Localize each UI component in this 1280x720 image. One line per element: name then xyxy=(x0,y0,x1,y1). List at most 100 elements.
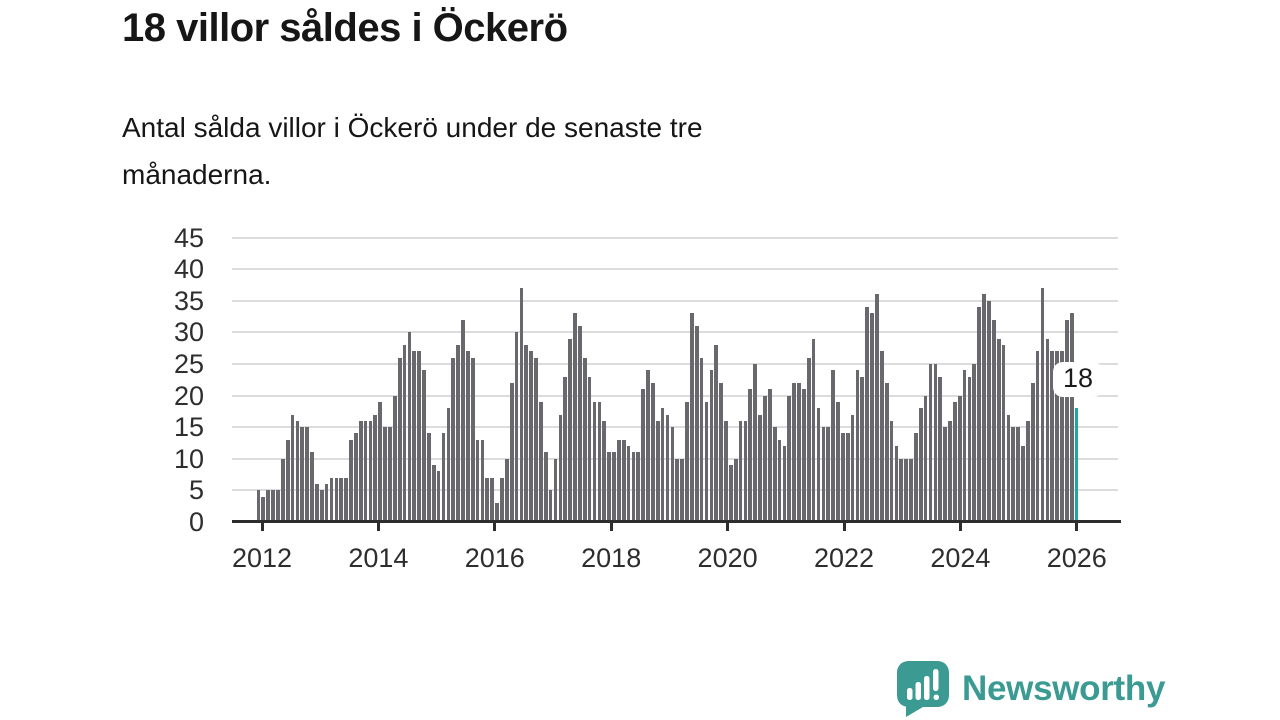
bar xyxy=(602,420,607,522)
bar xyxy=(626,446,631,522)
bar xyxy=(612,452,616,522)
bar xyxy=(285,439,290,522)
y-axis-tick-label: 40 xyxy=(173,254,204,285)
bar xyxy=(1055,351,1059,522)
x-axis-tick xyxy=(842,523,846,531)
x-axis-tick-label: 2018 xyxy=(581,543,642,573)
bar xyxy=(704,401,709,522)
bar xyxy=(607,452,611,522)
y-axis-tick-label: 30 xyxy=(173,317,204,348)
bar xyxy=(373,414,378,522)
bar xyxy=(767,389,772,522)
bar xyxy=(553,458,558,522)
gridline xyxy=(232,236,1118,239)
gridline xyxy=(232,331,1118,334)
newsworthy-logo: Newsworthy xyxy=(896,661,1166,717)
gridline xyxy=(232,457,1118,460)
bar xyxy=(957,395,962,522)
bar xyxy=(943,427,947,522)
bar xyxy=(816,408,821,522)
bar xyxy=(388,427,392,522)
bar xyxy=(480,439,485,522)
bar xyxy=(802,389,806,522)
x-axis-tick-label: 2012 xyxy=(231,543,293,573)
y-axis-tick-label: 35 xyxy=(173,285,204,316)
bar xyxy=(923,395,928,522)
x-axis-tick xyxy=(609,523,613,531)
x-axis-tick-label: 2016 xyxy=(464,543,525,573)
bar xyxy=(587,376,592,522)
gridline xyxy=(232,299,1118,302)
bar xyxy=(733,458,738,522)
bar xyxy=(290,414,295,522)
bar xyxy=(363,420,368,522)
bar xyxy=(728,465,733,522)
chart-subtitle: Antal sålda villor i Öckerö under de sen… xyxy=(122,104,703,198)
bar xyxy=(894,446,899,522)
chart-subtitle-line2: månaderna. xyxy=(122,159,272,190)
bar xyxy=(938,376,943,522)
bar xyxy=(724,420,728,522)
bar xyxy=(758,414,762,522)
bar xyxy=(1011,427,1016,522)
bar xyxy=(563,376,568,522)
bar xyxy=(441,433,446,522)
bar xyxy=(261,496,266,522)
bar xyxy=(470,357,475,522)
bar xyxy=(826,427,831,522)
bar xyxy=(280,458,285,522)
bar xyxy=(295,420,300,522)
bar xyxy=(495,503,499,522)
bar xyxy=(690,313,694,522)
bar xyxy=(597,401,602,522)
bar xyxy=(884,382,889,522)
bar xyxy=(524,344,529,522)
bar xyxy=(519,288,524,522)
bar xyxy=(655,420,660,522)
bar xyxy=(1045,338,1050,522)
bar xyxy=(315,484,319,522)
newsworthy-logo-text: Newsworthy xyxy=(962,669,1166,708)
bar xyxy=(451,357,456,522)
bar xyxy=(407,332,412,522)
bar xyxy=(918,408,923,522)
bar xyxy=(616,439,621,522)
bar xyxy=(344,477,348,522)
bar xyxy=(694,326,699,522)
bar xyxy=(592,401,597,522)
gridline xyxy=(232,362,1118,365)
bar xyxy=(446,408,451,522)
bar xyxy=(719,382,723,522)
bar xyxy=(660,408,665,522)
highlighted-last-bar xyxy=(1074,408,1079,522)
chart-subtitle-line1: Antal sålda villor i Öckerö under de sen… xyxy=(122,112,703,143)
bar xyxy=(782,446,787,522)
bar xyxy=(339,477,344,522)
y-axis-tick-label: 10 xyxy=(173,443,204,474)
bar xyxy=(500,477,504,522)
gridline xyxy=(232,268,1118,271)
bar xyxy=(305,427,309,522)
y-axis-tick-label: 15 xyxy=(173,412,204,443)
bar xyxy=(378,401,383,522)
x-axis-tick xyxy=(376,523,380,531)
y-axis-tick-label: 45 xyxy=(173,222,204,253)
gridline xyxy=(232,394,1118,397)
bar xyxy=(641,389,646,522)
bar xyxy=(675,458,680,522)
bar xyxy=(933,363,938,522)
bar xyxy=(412,351,417,522)
bar xyxy=(509,382,514,522)
bar xyxy=(427,433,431,522)
bar xyxy=(334,477,339,522)
bar xyxy=(582,357,587,522)
bar xyxy=(904,458,908,522)
bar xyxy=(324,484,329,522)
bar xyxy=(548,490,553,522)
bar xyxy=(276,490,280,522)
bar xyxy=(699,357,704,522)
bar xyxy=(865,307,870,522)
bar xyxy=(821,427,826,522)
x-axis-tick-label: 2026 xyxy=(1046,543,1107,573)
bar xyxy=(1021,446,1025,522)
